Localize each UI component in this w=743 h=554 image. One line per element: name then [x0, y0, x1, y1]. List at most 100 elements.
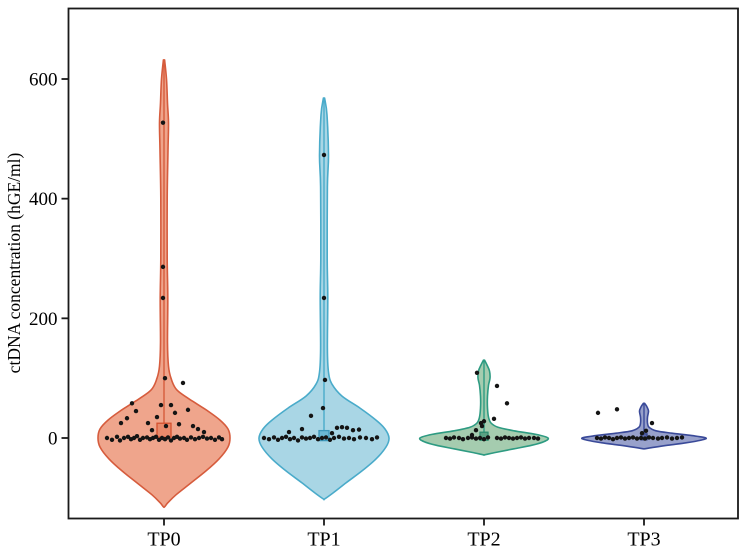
data-point	[626, 435, 632, 441]
data-point	[163, 423, 169, 429]
data-point	[646, 435, 652, 440]
median-marker-TP1	[318, 429, 330, 442]
data-point	[118, 420, 124, 426]
data-point	[494, 383, 500, 389]
data-point	[443, 435, 449, 441]
data-point	[168, 402, 174, 408]
data-point	[477, 435, 483, 441]
data-point	[643, 428, 649, 434]
y-tick-label-0: 0	[48, 429, 58, 450]
data-point	[469, 435, 475, 440]
data-point	[195, 426, 201, 432]
data-point	[336, 434, 342, 440]
data-point	[140, 435, 146, 441]
data-point	[201, 429, 207, 435]
data-point	[594, 435, 600, 441]
data-point	[655, 436, 661, 441]
data-point	[266, 436, 272, 442]
scatter-points-TP1	[261, 152, 380, 443]
x-tick-label-TP3: TP3	[627, 529, 660, 551]
data-point	[134, 434, 140, 439]
data-point	[478, 420, 484, 426]
data-point	[295, 438, 301, 443]
data-point	[145, 420, 151, 426]
data-point	[275, 437, 281, 442]
data-point	[514, 435, 520, 441]
data-point	[323, 435, 329, 440]
data-point	[165, 435, 171, 440]
data-point	[664, 435, 670, 440]
data-point	[346, 435, 352, 441]
data-point	[180, 380, 186, 386]
axes-layer: 0 200 400 600 TP0 TP1 TP2 TP3	[29, 7, 739, 551]
data-point	[510, 436, 516, 441]
data-point	[518, 435, 524, 440]
data-point	[261, 435, 267, 441]
violins-layer	[97, 59, 708, 509]
scatter-points-TP0	[104, 120, 225, 443]
data-point	[526, 435, 532, 441]
data-point	[315, 436, 321, 442]
data-point	[634, 436, 640, 441]
data-point	[674, 435, 680, 441]
y-tick-label-600: 600	[29, 70, 58, 91]
data-point	[172, 410, 178, 416]
data-point	[327, 437, 333, 442]
data-point	[639, 431, 645, 436]
data-point	[351, 436, 357, 442]
data-point	[334, 425, 340, 431]
data-point	[153, 434, 159, 440]
data-point	[481, 436, 487, 442]
data-point	[311, 434, 317, 440]
data-point	[192, 436, 198, 442]
data-point	[176, 422, 182, 427]
x-tick-label-TP0: TP0	[147, 529, 180, 551]
data-point	[160, 295, 166, 301]
data-point	[321, 152, 327, 158]
data-point	[374, 435, 380, 440]
data-point	[679, 435, 685, 440]
data-point	[329, 431, 335, 436]
x-tick-label-TP1: TP1	[307, 529, 340, 551]
data-point	[618, 435, 624, 440]
data-point	[638, 435, 644, 441]
plot-frame	[67, 7, 739, 520]
data-point	[356, 427, 362, 432]
data-point	[190, 423, 196, 429]
violin-TP3	[580, 402, 708, 450]
data-point	[208, 435, 214, 441]
data-point	[188, 435, 194, 440]
data-point	[158, 402, 164, 408]
data-point	[299, 435, 305, 440]
data-point	[642, 436, 648, 441]
data-point	[303, 436, 309, 441]
data-point	[114, 434, 120, 440]
data-point	[369, 436, 375, 442]
data-point	[322, 377, 328, 383]
scatter-layer	[104, 120, 685, 443]
data-point	[212, 437, 218, 442]
data-point	[595, 410, 601, 416]
data-point	[308, 413, 314, 419]
data-point	[473, 436, 479, 441]
data-point	[339, 425, 345, 430]
data-point	[341, 436, 347, 441]
data-point	[650, 435, 656, 441]
y-tick-label-400: 400	[29, 189, 58, 210]
data-point	[149, 428, 155, 433]
data-point	[286, 429, 292, 435]
data-point	[506, 435, 512, 441]
data-point	[279, 435, 285, 441]
data-point	[610, 436, 616, 442]
data-point	[649, 420, 655, 426]
data-point	[531, 435, 537, 441]
data-point	[465, 435, 471, 441]
data-point	[504, 401, 510, 406]
data-point	[121, 435, 127, 441]
data-point	[177, 436, 183, 441]
data-point	[104, 435, 110, 441]
data-point	[200, 434, 206, 440]
data-point	[168, 438, 174, 443]
